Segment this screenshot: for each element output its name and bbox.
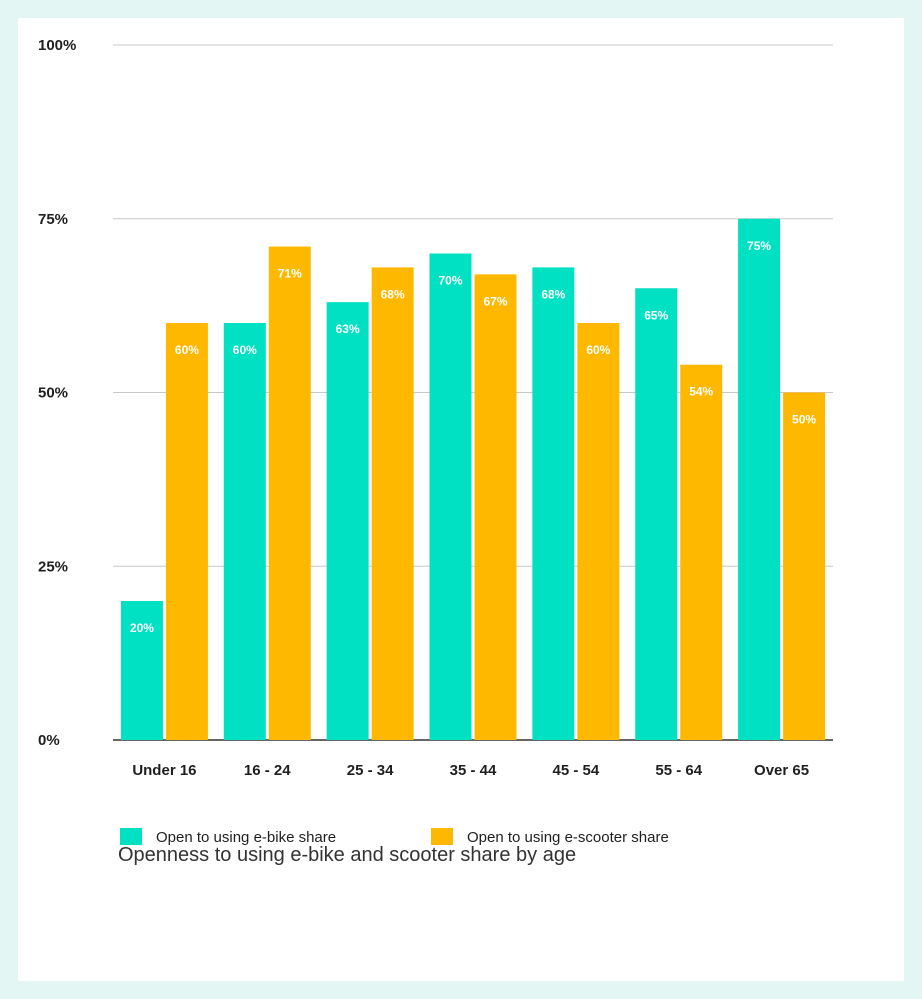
y-tick-label: 0%: [38, 732, 60, 749]
data-label: 67%: [483, 294, 507, 308]
y-tick-label: 25%: [38, 558, 68, 575]
data-label: 60%: [586, 343, 610, 357]
data-label: 50%: [792, 413, 816, 427]
bar-escooter: [268, 246, 311, 741]
x-tick-label: 55 - 64: [655, 762, 702, 779]
data-labels: 20% 60% 60% 71% 63% 68% 70% 67% 68% 60% 65% 54% 75% 5…: [130, 239, 816, 635]
bar-escooter: [165, 323, 208, 740]
data-label: 20%: [130, 621, 154, 635]
y-tick-label: 100%: [38, 37, 76, 54]
legend-label: Open to using e-bike share: [156, 829, 336, 846]
gridlines: [113, 44, 833, 741]
legend-label: Open to using e-scooter share: [467, 829, 669, 846]
bar-ebike: [429, 253, 472, 740]
bar-chart: 0% 25% 50% 75% 100% 20% 60% 60% 71% 63% 68% 70% 67%…: [38, 37, 833, 866]
bar-escooter: [577, 323, 620, 740]
legend: Open to using e-bike share Open to using …: [120, 828, 669, 846]
data-label: 54%: [689, 385, 713, 399]
x-tick-label: 25 - 34: [347, 762, 394, 779]
bar-escooter: [371, 267, 414, 740]
data-label: 75%: [747, 239, 771, 253]
x-axis-categories: Under 16 16 - 24 25 - 34 35 - 44 45 - 54 55 -…: [132, 762, 809, 779]
bar-ebike: [738, 218, 781, 740]
x-tick-label: Over 65: [754, 762, 809, 779]
y-tick-label: 75%: [38, 211, 68, 228]
data-label: 68%: [541, 287, 565, 301]
chart-caption: Openness to using e-bike and scooter sha…: [118, 844, 576, 866]
x-tick-label: 16 - 24: [244, 762, 291, 779]
data-label: 65%: [644, 308, 668, 322]
bar-escooter: [783, 392, 826, 740]
y-axis-ticks: 0% 25% 50% 75% 100%: [38, 37, 76, 749]
y-tick-label: 50%: [38, 385, 68, 402]
data-label: 60%: [233, 343, 257, 357]
bar-ebike: [532, 267, 575, 740]
data-label: 71%: [278, 267, 302, 281]
bar-ebike: [223, 323, 266, 740]
bar-ebike: [326, 302, 369, 740]
legend-swatch: [120, 828, 142, 845]
data-label: 70%: [438, 274, 462, 288]
legend-swatch: [431, 828, 453, 845]
x-tick-label: 35 - 44: [450, 762, 497, 779]
data-label: 63%: [336, 322, 360, 336]
data-label: 68%: [381, 287, 405, 301]
chart-card: 0% 25% 50% 75% 100% 20% 60% 60% 71% 63% 68% 70% 67%…: [18, 18, 904, 981]
x-tick-label: 45 - 54: [553, 762, 600, 779]
x-tick-label: Under 16: [132, 762, 196, 779]
bar-escooter: [474, 274, 517, 740]
bars: [120, 218, 826, 741]
bar-ebike: [120, 601, 163, 740]
bar-escooter: [680, 364, 723, 740]
data-label: 60%: [175, 343, 199, 357]
bar-ebike: [635, 288, 678, 740]
